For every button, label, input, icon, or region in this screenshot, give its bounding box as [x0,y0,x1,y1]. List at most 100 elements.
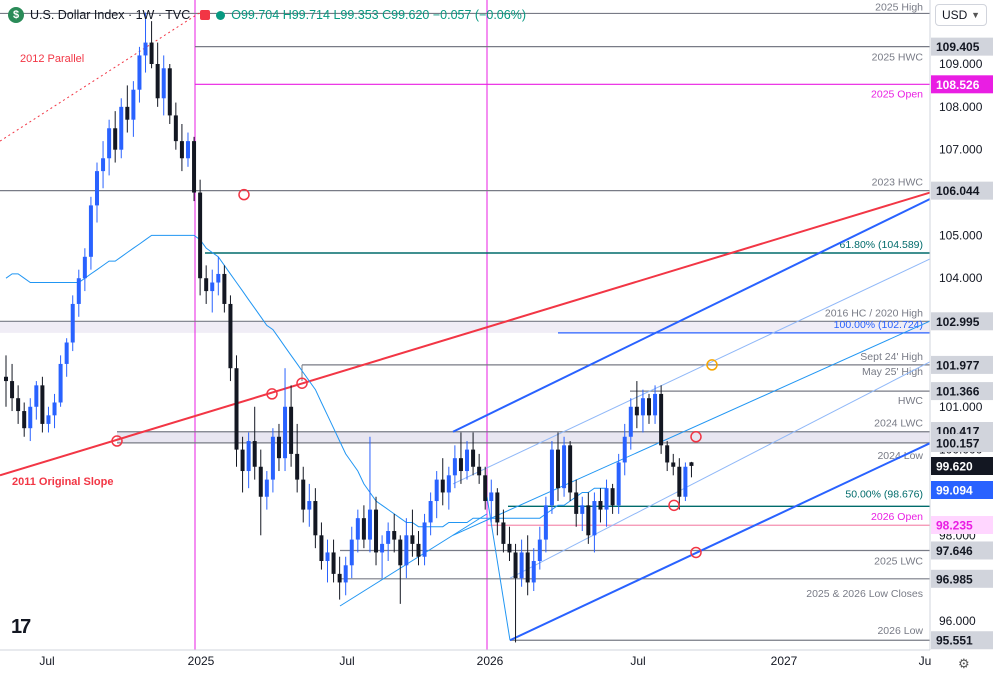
candle-body [204,278,209,292]
candle [22,402,27,437]
candle [283,368,288,472]
candle [556,432,561,502]
candle [392,513,397,553]
candle [689,461,694,478]
candle [210,269,215,313]
candle-body [646,398,651,416]
candle [489,479,494,523]
tradingview-logo-icon[interactable]: 17 [11,616,31,638]
candle [361,505,366,549]
touch-marker-5 [668,499,680,512]
candle-body [537,539,542,562]
color-swatch-icon[interactable] [200,10,211,20]
candle [525,535,530,596]
price-label-text-1: 108.526 [936,78,980,92]
level-label-1: 2025 HWC [872,52,924,64]
candle-body [58,363,63,403]
currency-select[interactable]: USD ▼ [935,4,987,26]
x-tick-label: Jul [630,654,645,668]
candle-body [264,479,269,497]
price-label-text-0: 109.405 [936,40,980,54]
y-tick-label: 104.000 [939,271,983,285]
candle [592,492,597,553]
touch-marker-3 [296,377,308,389]
candle [319,522,324,570]
candle-body [501,522,506,544]
trend-label-2011-original-slope: 2011 Original Slope [12,476,114,488]
candle-body [192,141,197,193]
candle-body [131,89,136,120]
candle-body [289,406,294,454]
candle-body [331,552,336,574]
candle [343,556,348,596]
candle [671,453,676,476]
symbol-title[interactable]: U.S. Dollar Index · 1W · TVC [30,8,191,22]
candle [125,85,130,133]
candle [131,81,136,137]
candle [325,539,330,583]
currency-value: USD [942,8,968,22]
candle [331,539,336,583]
candle-body [392,531,397,540]
candle [70,295,75,352]
level-label-13: 2026 Open [871,511,923,523]
candle-body [349,539,354,566]
candle [543,496,548,553]
candle [610,483,615,514]
ohlc-close: C99.620 [382,8,430,22]
y-tick-label: 107.000 [939,143,983,157]
candle-body [586,505,591,536]
price-label-box-2 [931,181,993,200]
candle-body [665,445,670,463]
candle-body [416,543,421,557]
candle-body [161,68,166,99]
candle-body [398,539,403,566]
candle-body [34,385,39,407]
candle [337,556,342,600]
candle [422,513,427,566]
price-label-text-5: 101.366 [936,385,980,399]
price-label-box-3 [931,312,993,331]
candle [634,381,639,429]
candle-body [458,458,463,472]
candle [76,269,81,317]
candle [622,423,627,476]
level-label-5: 2016 HC / 2020 High [825,307,923,319]
x-tick-label: Jul [39,654,54,668]
channel-quarter-2 [452,258,931,485]
candle-body [604,488,609,510]
candle [119,98,124,159]
x-tick-label: Ju [919,654,932,668]
candle [185,132,190,167]
candle-body [173,115,178,142]
candle [301,466,306,523]
candle [107,119,112,176]
level-label-3: 2023 HWC [872,177,924,189]
candle [495,488,500,536]
level-label-8: May 25' High [862,366,923,378]
candle-body [113,128,118,150]
candle-body [246,441,251,472]
candle [598,488,603,523]
candle-body [677,466,682,497]
candle-body [367,509,372,540]
ohlc-open: O99.704 [231,8,280,22]
candle-body [471,449,476,467]
candle [586,492,591,544]
candle [161,55,166,116]
gear-icon[interactable]: ⚙ [958,656,970,671]
candle-body [653,393,658,416]
candle-body [446,475,451,493]
candle [252,406,257,480]
chart-header: $ U.S. Dollar Index · 1W · TVC O99.704 H… [0,0,930,30]
touch-marker-6 [690,546,702,559]
candle-body [374,509,379,553]
candle [179,123,184,172]
candle [677,458,682,510]
candle [34,381,39,420]
candle [228,295,233,382]
candle-body [64,342,69,364]
candle-body [343,565,348,583]
